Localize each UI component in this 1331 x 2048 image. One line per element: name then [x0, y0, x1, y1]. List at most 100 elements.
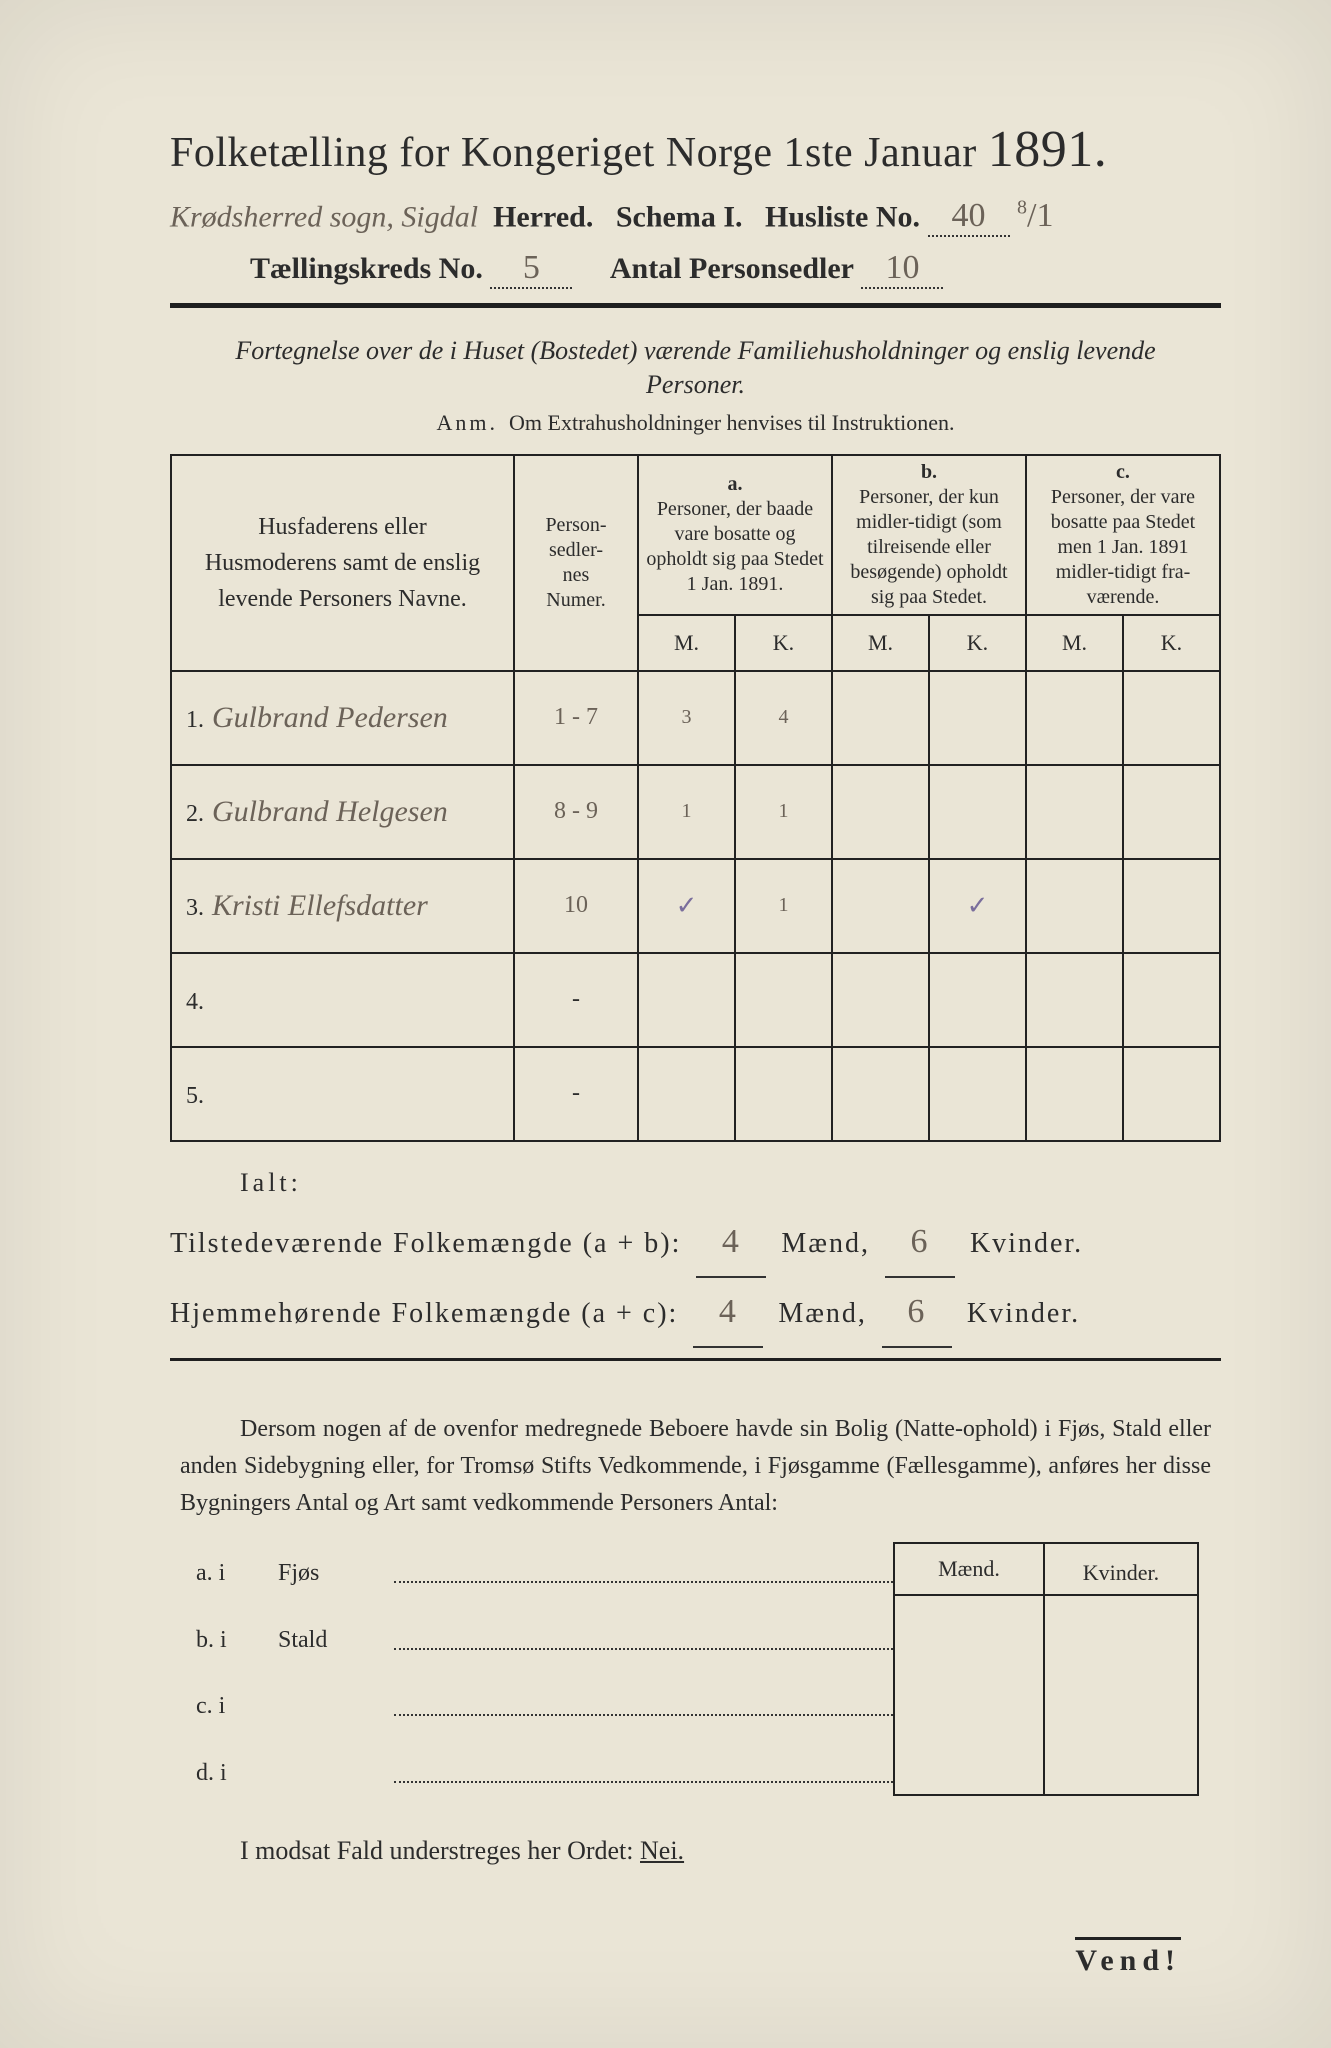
- maend-hdr: Mænd.: [894, 1543, 1044, 1595]
- frac-top: 8: [1017, 197, 1027, 219]
- husliste-fraction: 8/1: [1017, 197, 1053, 234]
- cell-aM: 3: [638, 671, 735, 765]
- cell-aM: [638, 953, 735, 1047]
- cell-cM: [1026, 671, 1123, 765]
- numer: -: [514, 953, 638, 1047]
- anm-line: Anm. Om Extrahusholdninger henvises til …: [170, 410, 1221, 436]
- box-k: [1044, 1595, 1198, 1662]
- census-form-page: Folketælling for Kongeriget Norge 1ste J…: [0, 0, 1331, 2048]
- col-b: b. Personer, der kun midler-tidigt (som …: [832, 455, 1026, 615]
- cell-aM: [638, 1047, 735, 1141]
- table-row: 5. -: [171, 1047, 1220, 1141]
- table-row: 2.Gulbrand Helgesen 8 - 9 1 1: [171, 765, 1220, 859]
- hdr-b-m: M.: [832, 615, 929, 671]
- tv-label: Tilstedeværende Folkemængde (a + b):: [170, 1228, 681, 1259]
- kreds-no: 5: [490, 249, 572, 289]
- hjemmehorende-line: Hjemmehørende Folkemængde (a + c): 4 Mæn…: [170, 1278, 1221, 1348]
- divider-mid: [170, 1358, 1221, 1361]
- numer: 8 - 9: [514, 765, 638, 859]
- header-line-3: Tællingskreds No. 5 Antal Personsedler 1…: [250, 249, 1221, 289]
- col-c-text: Personer, der vare bosatte paa Stedet me…: [1051, 486, 1195, 608]
- hdr-c-m: M.: [1026, 615, 1123, 671]
- person-name: Kristi Ellefsdatter: [212, 889, 428, 922]
- cell-aM: ✓: [676, 891, 698, 920]
- col-numer: Person- sedler- nes Numer.: [514, 455, 638, 671]
- herred-label: Herred.: [493, 200, 593, 233]
- parish-name-hand: Krødsherred sogn, Sigdal: [170, 200, 478, 233]
- cell-aK: 4: [735, 671, 832, 765]
- box-k: [1044, 1728, 1198, 1795]
- stald-label: Stald: [272, 1595, 394, 1662]
- vend-label: Vend!: [1075, 1937, 1181, 1978]
- table-row: 3. Kristi Ellefsdatter 10 ✓ 1 ✓: [171, 859, 1220, 953]
- title-text: Folketælling for Kongeriget Norge 1ste J…: [170, 130, 977, 176]
- col-c: c. Personer, der vare bosatte paa Stedet…: [1026, 455, 1220, 615]
- col-c-label: c.: [1116, 461, 1130, 483]
- row-num: 5.: [186, 1083, 204, 1109]
- table-body: 1. Gulbrand Pedersen 1 - 7 3 4 2. Gulbrand…: [171, 671, 1220, 1141]
- main-table: Husfaderens eller Husmoderens samt de en…: [170, 454, 1221, 1142]
- col-b-text: Personer, der kun midler-tidigt (som til…: [850, 486, 1007, 608]
- numer: -: [514, 1047, 638, 1141]
- b-c-label: c. i: [190, 1662, 272, 1728]
- hdr-a-m: M.: [638, 615, 735, 671]
- box-m: [894, 1728, 1044, 1795]
- tv-m: 4: [696, 1208, 766, 1278]
- anm-label: Anm.: [437, 410, 499, 435]
- dots: [394, 1543, 894, 1595]
- b-d-label: d. i: [190, 1728, 272, 1795]
- cell-bK: ✓: [967, 891, 989, 920]
- kvinder-label-2: Kvinder.: [967, 1298, 1080, 1329]
- dots: [394, 1595, 894, 1662]
- cell-aK: [735, 1047, 832, 1141]
- dots: [394, 1728, 894, 1795]
- b-b-label: b. i: [190, 1595, 272, 1662]
- modsat-line: I modsat Fald understreges her Ordet: Ne…: [240, 1836, 1221, 1866]
- row-num: 3.: [186, 895, 204, 921]
- hh-k: 6: [882, 1278, 952, 1348]
- numer: 10: [514, 859, 638, 953]
- building-paragraph: Dersom nogen af de ovenfor medregnede Be…: [180, 1411, 1211, 1523]
- cell-cK: [1123, 671, 1220, 765]
- col-names: Husfaderens eller Husmoderens samt de en…: [171, 455, 514, 671]
- hdr-b-k: K.: [929, 615, 1026, 671]
- col-names-text: Husfaderens eller Husmoderens samt de en…: [205, 514, 480, 612]
- col-a: a. Personer, der baade vare bosatte og o…: [638, 455, 832, 615]
- divider-top: [170, 303, 1221, 308]
- numer: 1 - 7: [514, 671, 638, 765]
- table-row: 4. -: [171, 953, 1220, 1047]
- tilstedevaerende-line: Tilstedeværende Folkemængde (a + b): 4 M…: [170, 1208, 1221, 1278]
- row-num: 1.: [186, 707, 204, 733]
- col-a-text: Personer, der baade vare bosatte og opho…: [646, 498, 823, 595]
- box-m: [894, 1595, 1044, 1662]
- col-numer-text: Person- sedler- nes Numer.: [545, 514, 606, 611]
- kvinder-hdr: Kvinder.: [1044, 1543, 1198, 1595]
- col-a-label: a.: [728, 473, 743, 495]
- maend-label: Mænd,: [781, 1228, 870, 1259]
- buildings-table: a. i Fjøs Mænd. Kvinder. b. i Stald c. i…: [190, 1542, 1199, 1796]
- antal-value: 10: [861, 249, 943, 289]
- cell-bM: [832, 1047, 929, 1141]
- cell-cK: [1123, 859, 1220, 953]
- title-year: 1891.: [988, 121, 1108, 178]
- kreds-label: Tællingskreds No.: [250, 252, 483, 285]
- fjos-label: Fjøs: [272, 1543, 394, 1595]
- tv-k: 6: [885, 1208, 955, 1278]
- row-num: 4.: [186, 989, 204, 1015]
- dots: [394, 1662, 894, 1728]
- box-m: [894, 1662, 1044, 1728]
- person-name: Gulbrand Pedersen: [212, 701, 448, 734]
- cell-cM: [1026, 859, 1123, 953]
- para-text: Dersom nogen af de ovenfor medregnede Be…: [180, 1416, 1211, 1516]
- col-b-label: b.: [921, 461, 937, 483]
- box-k: [1044, 1662, 1198, 1728]
- cell-aK: 1: [735, 859, 832, 953]
- hh-m: 4: [693, 1278, 763, 1348]
- person-name: Gulbrand Helgesen: [212, 795, 448, 828]
- row-num: 2.: [186, 801, 204, 827]
- cell-cM: [1026, 1047, 1123, 1141]
- schema-label: Schema I.: [616, 200, 743, 233]
- cell-cK: [1123, 765, 1220, 859]
- b-a-label: a. i: [190, 1543, 272, 1595]
- cell-bM: [832, 765, 929, 859]
